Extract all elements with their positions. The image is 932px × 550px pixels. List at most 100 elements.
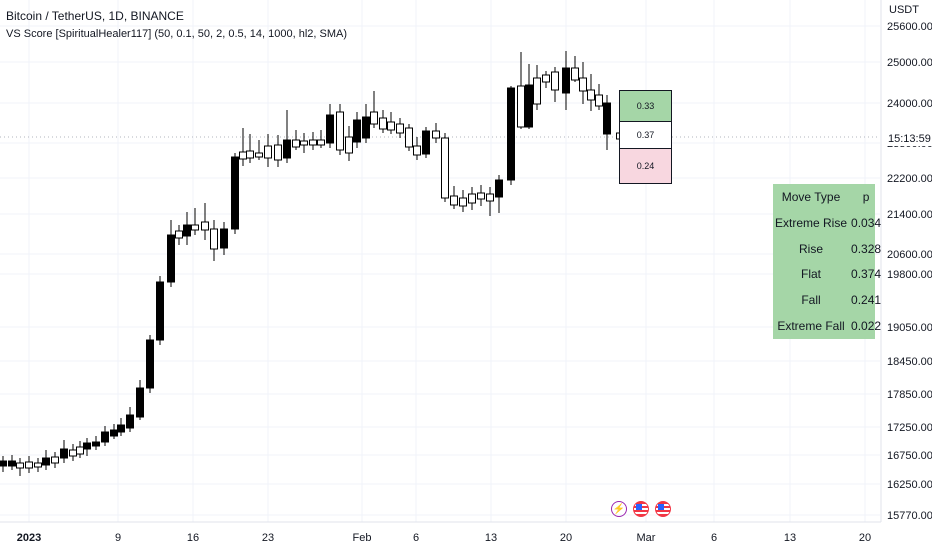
candle-body: [507, 87, 515, 181]
p-cell: 0.374: [851, 267, 882, 282]
p-cell: 0.034: [851, 215, 882, 230]
prob-middle-value: 0.37: [636, 130, 655, 140]
candle-body: [231, 156, 239, 230]
candle-body: [486, 193, 494, 202]
candle-body: [146, 339, 154, 389]
candle-body: [292, 139, 300, 148]
candle-body: [595, 94, 603, 107]
candle-body: [264, 145, 272, 159]
candle-body: [477, 192, 485, 200]
price-tick-label: 19800.00: [887, 269, 932, 281]
candle-body: [101, 431, 109, 443]
header-p: p: [862, 189, 870, 204]
move-type-cell: Flat: [801, 267, 822, 282]
candle-body: [201, 221, 209, 231]
prob-lower-value: 0.24: [636, 161, 655, 171]
us-flag-icon[interactable]: [655, 501, 671, 517]
time-tick-label: 13: [485, 532, 497, 544]
price-tick-label: 19050.00: [887, 322, 932, 334]
price-tick-label: 20600.00: [887, 249, 932, 261]
price-tick-label: 25000.00: [887, 57, 932, 69]
candle-body: [110, 429, 118, 437]
candle-body: [8, 460, 16, 467]
candle-body: [25, 461, 33, 469]
candle-body: [0, 460, 7, 467]
candle-body: [362, 116, 370, 139]
us-flag-icon[interactable]: [633, 501, 649, 517]
indicator-title[interactable]: VS Score [SpiritualHealer117] (50, 0.1, …: [6, 28, 347, 40]
vs-score-table: Move Type p Extreme Rise 0.034 Rise 0.32…: [773, 184, 881, 339]
price-tick-label: 25600.00: [887, 21, 932, 33]
candle-body: [353, 119, 361, 143]
p-cell: 0.022: [851, 319, 882, 334]
time-tick-label: 23: [262, 532, 274, 544]
candle-body: [517, 85, 525, 128]
candle-body: [210, 228, 218, 250]
time-tick-label: Feb: [353, 532, 372, 544]
table-row: Flat 0.374: [773, 261, 883, 287]
time-tick-label: 9: [115, 532, 121, 544]
candle-body: [246, 150, 254, 159]
candle-body: [92, 441, 100, 447]
candle-body: [317, 139, 325, 146]
table-header-row: Move Type p: [773, 184, 883, 210]
candle-body: [183, 224, 191, 237]
candle-body: [76, 446, 84, 455]
table-row: Fall 0.241: [773, 287, 883, 313]
candle-body: [309, 139, 317, 146]
move-type-cell: Rise: [799, 241, 824, 256]
time-tick-label: Mar: [637, 532, 656, 544]
candle-body: [255, 152, 263, 158]
prob-box-upper: 0.33: [619, 90, 672, 122]
price-tick-label: 18450.00: [887, 356, 932, 368]
price-tick-label: 16750.00: [887, 450, 932, 462]
candle-body: [370, 111, 378, 125]
candle-body: [441, 137, 449, 199]
candle-body: [326, 114, 334, 144]
price-tick-label: 16250.00: [887, 479, 932, 491]
chart-legend: Bitcoin / TetherUS, 1D, BINANCE VS Score…: [6, 8, 347, 42]
time-tick-label: 13: [784, 532, 796, 544]
candle-body: [175, 230, 183, 239]
price-tick-label: 15770.00: [887, 510, 932, 522]
candle-body: [468, 193, 476, 204]
candle-body: [495, 179, 503, 198]
candle-body: [587, 89, 595, 101]
candle-body: [34, 462, 42, 468]
candle-body: [345, 136, 353, 154]
candle-body: [239, 151, 247, 160]
candle-body: [191, 224, 199, 231]
price-tick-label: 22200.00: [887, 173, 932, 185]
prob-box-lower: 0.24: [619, 148, 672, 184]
p-cell: 0.328: [851, 241, 882, 256]
prob-upper-value: 0.33: [636, 101, 655, 111]
lightning-icon[interactable]: ⚡: [611, 501, 627, 517]
candle-body: [300, 140, 308, 146]
candle-body: [413, 145, 421, 156]
table-row: Rise 0.328: [773, 236, 883, 262]
candle-body: [117, 424, 125, 433]
candle-body: [562, 67, 570, 94]
candle-body: [405, 127, 413, 148]
candle-body: [167, 234, 175, 283]
candle-body: [459, 197, 467, 207]
candle-body: [551, 71, 559, 91]
event-icons: ⚡: [611, 501, 671, 517]
candle-body: [542, 74, 550, 83]
countdown-box: [884, 131, 932, 146]
symbol-title[interactable]: Bitcoin / TetherUS, 1D, BINANCE: [6, 9, 184, 23]
candle-body: [136, 387, 144, 418]
candle-body: [379, 117, 387, 130]
price-tick-label: 21400.00: [887, 209, 932, 221]
table-row: Extreme Rise 0.034: [773, 210, 883, 236]
candle-body: [69, 449, 77, 457]
p-cell: 0.241: [851, 293, 882, 308]
time-tick-label: 16: [187, 532, 199, 544]
candle-body: [533, 77, 541, 105]
candle-body: [274, 144, 282, 161]
candle-body: [387, 121, 395, 131]
candle-body: [60, 448, 68, 459]
time-tick-label: 6: [413, 532, 419, 544]
candle-body: [422, 130, 430, 155]
